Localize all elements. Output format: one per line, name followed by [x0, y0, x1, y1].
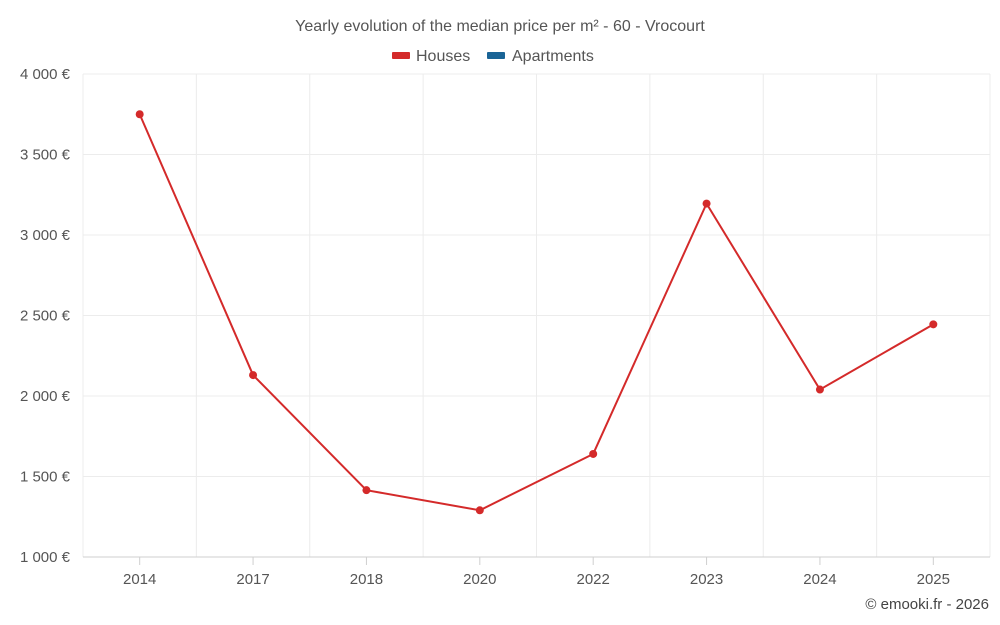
y-tick-label: 3 500 €	[20, 147, 71, 164]
x-tick-label: 2017	[236, 571, 269, 588]
y-tick-label: 3 000 €	[20, 227, 71, 244]
plot-area	[135, 110, 938, 515]
x-axis: 2014 2017 2018 2020 2022 2023 2024 2025	[83, 556, 990, 588]
data-point[interactable]	[815, 385, 824, 394]
legend-item-houses[interactable]: Houses	[392, 48, 470, 65]
series-line-houses	[138, 113, 934, 512]
legend-swatch-apartments	[487, 52, 505, 59]
data-point[interactable]	[589, 449, 598, 458]
y-tick-label: 2 000 €	[20, 388, 71, 405]
y-tick-label: 1 500 €	[20, 469, 71, 486]
x-tick-label: 2025	[917, 571, 950, 588]
y-axis: 1 000 € 1 500 € 2 000 € 2 500 € 3 000 € 3 500…	[20, 66, 71, 566]
y-tick-label: 2 500 €	[20, 308, 71, 325]
legend-label-houses: Houses	[416, 48, 470, 65]
data-point[interactable]	[362, 486, 371, 495]
grid	[82, 73, 991, 557]
x-tick-label: 2022	[577, 571, 610, 588]
y-tick-label: 1 000 €	[20, 549, 71, 566]
x-tick-label: 2020	[463, 571, 496, 588]
chart-title: Yearly evolution of the median price per…	[295, 18, 705, 35]
x-tick-label: 2014	[123, 571, 156, 588]
legend-swatch-houses	[392, 52, 410, 59]
data-point[interactable]	[249, 371, 258, 380]
credit-text: © emooki.fr - 2026	[865, 596, 989, 613]
data-point[interactable]	[702, 199, 711, 208]
x-tick-label: 2023	[690, 571, 723, 588]
y-tick-label: 4 000 €	[20, 66, 71, 83]
legend-item-apartments[interactable]: Apartments	[487, 48, 594, 65]
legend-label-apartments: Apartments	[512, 48, 594, 65]
data-point[interactable]	[929, 320, 938, 329]
x-tick-label: 2024	[803, 571, 836, 588]
x-tick-label: 2018	[350, 571, 383, 588]
data-point[interactable]	[475, 506, 484, 515]
data-point[interactable]	[135, 110, 144, 119]
legend[interactable]: Houses Apartments	[392, 48, 594, 65]
